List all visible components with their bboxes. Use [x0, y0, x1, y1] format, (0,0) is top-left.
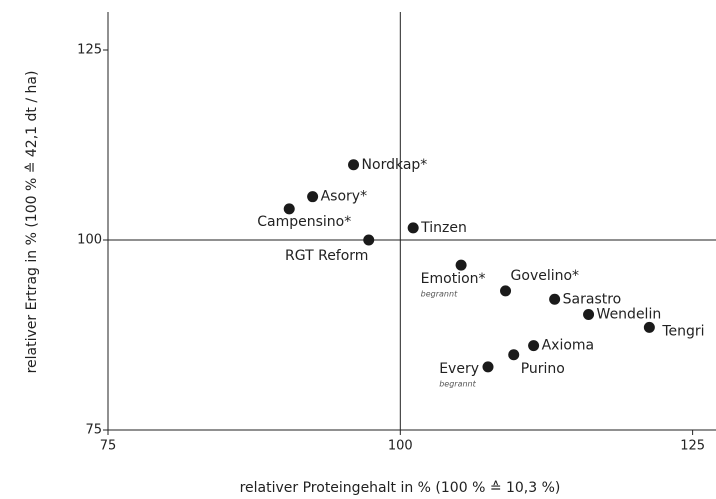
x-tick-label: 75: [100, 439, 117, 454]
y-axis-label: relativer Ertrag in % (100 % ≙ 42,1 dt /…: [24, 71, 40, 374]
point: [363, 234, 375, 246]
point-label: Wendelin: [597, 306, 662, 322]
point: [500, 285, 512, 297]
point: [549, 293, 561, 305]
point: [482, 361, 494, 373]
x-axis-label: relativer Proteingehalt in % (100 % ≙ 10…: [240, 480, 561, 496]
point-label: Every: [439, 361, 479, 377]
point: [283, 203, 295, 215]
point-note: begrannt: [439, 379, 476, 388]
point: [528, 340, 540, 352]
point-label: Emotion*: [421, 271, 486, 287]
point: [643, 321, 655, 333]
x-tick-label: 100: [388, 439, 413, 454]
point-label: Nordkap*: [362, 157, 428, 173]
point: [307, 191, 319, 203]
point-label: Purino: [521, 361, 565, 377]
point-label: Govelino*: [511, 268, 580, 284]
point: [583, 308, 595, 320]
point-label: Campensino*: [257, 214, 351, 230]
y-tick-label: 125: [77, 43, 102, 58]
x-tick-label: 125: [680, 439, 705, 454]
point: [455, 259, 467, 271]
point-label: Axioma: [542, 338, 595, 354]
y-tick-label: 75: [85, 423, 102, 438]
point-label: Sarastro: [563, 291, 622, 307]
point-label: Asory*: [321, 189, 367, 205]
point: [348, 159, 360, 171]
point-label: RGT Reform: [285, 248, 368, 264]
point-label: Tengri: [661, 323, 704, 339]
point: [407, 222, 419, 234]
y-tick-label: 100: [77, 233, 102, 248]
point: [508, 349, 520, 361]
point-label: Tinzen: [420, 220, 467, 236]
point-note: begrannt: [421, 290, 458, 299]
